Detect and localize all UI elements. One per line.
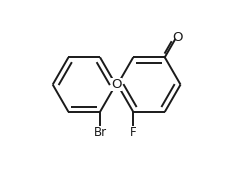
Text: Br: Br <box>93 125 107 139</box>
Text: O: O <box>111 78 122 91</box>
Text: O: O <box>172 30 182 43</box>
Text: F: F <box>130 125 137 139</box>
